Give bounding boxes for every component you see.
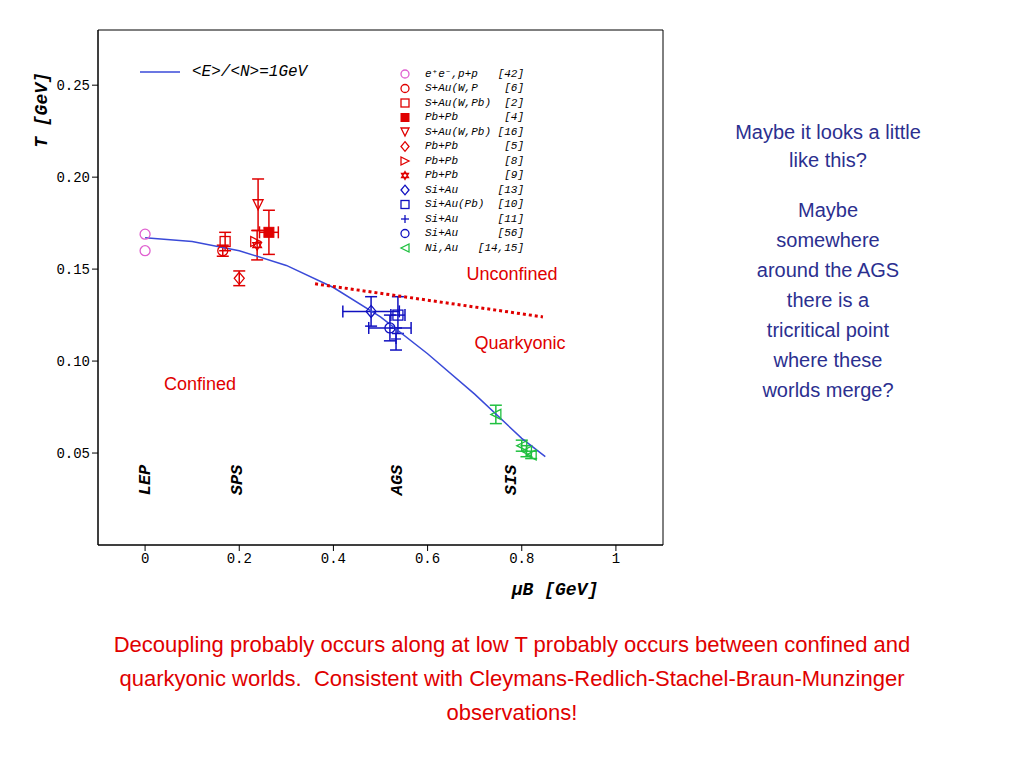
svg-text:0.25: 0.25	[56, 78, 90, 94]
svg-text:Unconfined: Unconfined	[466, 264, 557, 284]
svg-text:0.4: 0.4	[321, 551, 346, 567]
svg-text:0.10: 0.10	[56, 354, 90, 370]
svg-text:LEP: LEP	[136, 464, 155, 495]
svg-text:T [GeV]: T [GeV]	[32, 72, 52, 148]
svg-text:S+Au(W,Pb) [2]: S+Au(W,Pb) [2]	[425, 97, 524, 109]
svg-text:0.20: 0.20	[56, 170, 90, 186]
svg-text:μB [GeV]: μB [GeV]	[511, 580, 598, 600]
svg-text:0.15: 0.15	[56, 262, 90, 278]
svg-text:0.05: 0.05	[56, 446, 90, 462]
svg-text:Pb+Pb [8]: Pb+Pb [8]	[425, 155, 524, 167]
svg-text:0.6: 0.6	[415, 551, 440, 567]
svg-text:1: 1	[612, 551, 620, 567]
svg-text:<E>/<N>=1GeV: <E>/<N>=1GeV	[192, 63, 309, 81]
svg-text:0: 0	[141, 551, 149, 567]
svg-text:Si+Au [13]: Si+Au [13]	[425, 184, 524, 196]
svg-text:Si+Au [56]: Si+Au [56]	[425, 227, 524, 239]
svg-text:Pb+Pb [4]: Pb+Pb [4]	[425, 111, 524, 123]
svg-text:SIS: SIS	[502, 464, 521, 495]
svg-text:Pb+Pb [5]: Pb+Pb [5]	[425, 140, 524, 152]
svg-text:Quarkyonic: Quarkyonic	[474, 333, 565, 353]
svg-text:Si+Au [11]: Si+Au [11]	[425, 213, 524, 225]
html-text:Maybe it looks a little like t: Maybe it looks a little like this?	[735, 121, 921, 171]
svg-text:Pb+Pb [9]: Pb+Pb [9]	[425, 169, 524, 181]
svg-text:0.8: 0.8	[509, 551, 534, 567]
svg-text:S+Au(W,P [6]: S+Au(W,P [6]	[425, 82, 524, 94]
svg-text:e⁺e⁻,p+p [42]: e⁺e⁻,p+p [42]	[425, 68, 524, 80]
svg-text:0.2: 0.2	[227, 551, 252, 567]
svg-text:AGS: AGS	[388, 464, 407, 496]
svg-text:Ni,Au [14,15]: Ni,Au [14,15]	[425, 242, 524, 254]
svg-text:Si+Au(Pb) [10]: Si+Au(Pb) [10]	[425, 198, 524, 210]
svg-text:Confined: Confined	[164, 374, 236, 394]
html-text:Maybe somewhere around the AGS: Maybe somewhere around the AGS there is …	[756, 199, 900, 401]
svg-text:SPS: SPS	[228, 464, 247, 495]
html-text:Decoupling probably occurs alo: Decoupling probably occurs along at low …	[113, 632, 917, 725]
svg-text:S+Au(W,Pb) [16]: S+Au(W,Pb) [16]	[425, 126, 524, 138]
